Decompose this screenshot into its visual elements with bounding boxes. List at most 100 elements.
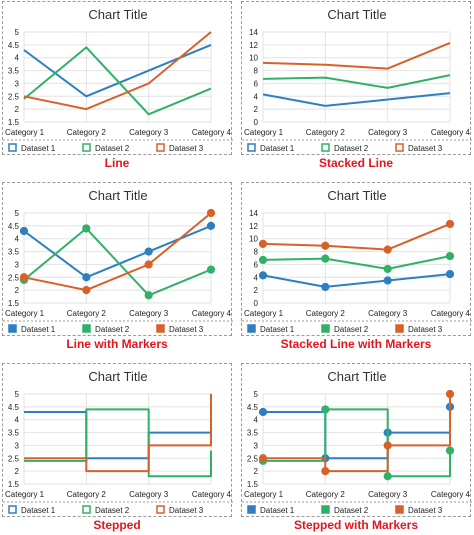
- legend-label: Dataset 2: [334, 506, 369, 515]
- data-point: [206, 221, 216, 230]
- series-line-1: [262, 273, 451, 288]
- series-line-3: [262, 222, 451, 251]
- y-tick-label: 12: [249, 222, 258, 231]
- chart-panel: Chart Title 1.5 2 2.5 3 3.5 4 4.5 5 Category 1 Cat…: [2, 182, 233, 336]
- legend-swatch: [156, 324, 165, 333]
- y-tick-label: 4: [15, 235, 20, 244]
- legend-label: Dataset 2: [334, 325, 369, 334]
- series-line-3: [262, 41, 451, 70]
- legend-label: Dataset 2: [334, 144, 369, 153]
- data-point: [206, 208, 216, 218]
- chart-title: Chart Title: [327, 369, 386, 384]
- y-tick-label: 2.5: [247, 454, 259, 463]
- data-point: [445, 219, 455, 229]
- x-tick-label: Category 1: [244, 309, 284, 318]
- legend-swatch: [8, 505, 17, 514]
- y-tick-label: 3: [15, 441, 20, 450]
- data-point: [383, 245, 392, 254]
- data-point: [144, 291, 153, 300]
- chart-svg: Chart Title 1.5 2 2.5 3 3.5 4 4.5 5 Category 1 Cat…: [242, 369, 472, 515]
- x-tick-label: Category 3: [129, 128, 169, 137]
- y-tick-label: 2: [15, 286, 20, 295]
- data-point: [82, 286, 91, 295]
- chart-panel: Chart Title 1.5 2 2.5 3 3.5 4 4.5 5 Category 1 Cat…: [2, 1, 233, 155]
- y-tick-label: 2: [15, 467, 20, 476]
- chart-panel: Chart Title 0 2 4 6 8 10 12 14 Category 1 Category…: [241, 1, 472, 155]
- x-tick-label: Category 3: [368, 128, 408, 137]
- legend-label: Dataset 2: [95, 325, 130, 334]
- legend-label: Dataset 1: [260, 325, 295, 334]
- data-point: [19, 273, 29, 282]
- data-point: [445, 251, 455, 261]
- data-point: [258, 239, 268, 248]
- legend-swatch: [156, 143, 165, 152]
- chart-svg: Chart Title 0 2 4 6 8 10 12 14 Category 1 Category…: [242, 7, 472, 153]
- x-tick-label: Category 1: [5, 128, 45, 137]
- chart-caption: Line: [104, 156, 130, 170]
- chart-caption: Line with Markers: [66, 337, 168, 351]
- chart-caption: Stacked Line: [318, 156, 394, 170]
- chart-panel: Chart Title 0 2 4 6 8 10 12 14 Category 1 Category…: [241, 182, 472, 336]
- legend-swatch: [395, 143, 404, 152]
- series-line-3: [23, 212, 212, 292]
- x-tick-label: Category 1: [5, 309, 45, 318]
- legend-swatch: [395, 324, 404, 333]
- legend-swatch: [8, 143, 17, 152]
- legend-label: Dataset 2: [95, 144, 130, 153]
- legend-swatch: [321, 324, 330, 333]
- x-tick-label: Category 4: [192, 309, 232, 318]
- legend-label: Dataset 3: [169, 325, 204, 334]
- series-line-3: [24, 394, 212, 473]
- y-tick-label: 1.5: [247, 480, 259, 489]
- x-tick-label: Category 4: [431, 309, 471, 318]
- data-point: [383, 264, 392, 274]
- y-tick-label: 2: [254, 286, 259, 295]
- x-tick-label: Category 2: [306, 128, 346, 137]
- series-line-3: [23, 31, 212, 111]
- data-point: [383, 472, 392, 481]
- legend-swatch: [8, 324, 17, 333]
- chart-title: Chart Title: [327, 188, 386, 203]
- data-point: [144, 260, 153, 269]
- legend-swatch: [321, 505, 330, 514]
- legend-label: Dataset 2: [95, 506, 130, 515]
- data-point: [144, 247, 153, 256]
- legend-swatch: [321, 143, 330, 152]
- legend-label: Dataset 1: [21, 325, 56, 334]
- legend-label: Dataset 3: [408, 144, 443, 153]
- data-point: [321, 254, 330, 263]
- chart-panel: Chart Title 1.5 2 2.5 3 3.5 4 4.5 5 Category 1 Cat…: [241, 363, 472, 517]
- legend-label: Dataset 1: [21, 144, 56, 153]
- data-point: [82, 224, 91, 233]
- x-tick-label: Category 2: [67, 128, 107, 137]
- legend-swatch: [247, 505, 256, 514]
- y-tick-label: 2.5: [8, 273, 20, 282]
- y-tick-label: 4: [254, 273, 259, 282]
- y-tick-label: 0: [254, 118, 259, 127]
- y-tick-label: 3: [15, 79, 20, 88]
- y-tick-label: 3.5: [8, 67, 20, 76]
- series-line-2: [262, 255, 451, 270]
- data-point: [445, 269, 455, 279]
- data-point: [445, 389, 455, 399]
- y-tick-label: 14: [249, 28, 258, 37]
- legend-swatch: [247, 143, 256, 152]
- chart-svg: Chart Title 1.5 2 2.5 3 3.5 4 4.5 5 Category 1 Cat…: [3, 369, 233, 515]
- data-point: [258, 454, 268, 463]
- x-tick-label: Category 2: [306, 309, 346, 318]
- y-tick-label: 2: [254, 467, 259, 476]
- x-tick-label: Category 3: [368, 490, 408, 499]
- legend-swatch: [82, 324, 91, 333]
- y-tick-label: 10: [249, 54, 258, 63]
- data-point: [445, 446, 455, 455]
- y-tick-label: 1.5: [8, 480, 20, 489]
- x-tick-label: Category 2: [306, 490, 346, 499]
- y-tick-label: 0: [254, 299, 259, 308]
- legend-swatch: [82, 143, 91, 152]
- chart-svg: Chart Title 1.5 2 2.5 3 3.5 4 4.5 5 Category 1 Cat…: [3, 7, 233, 153]
- legend-label: Dataset 3: [169, 144, 204, 153]
- y-tick-label: 4.5: [247, 403, 259, 412]
- chart-panel: Chart Title 1.5 2 2.5 3 3.5 4 4.5 5 Category 1 Cat…: [2, 363, 233, 517]
- y-tick-label: 2: [254, 105, 259, 114]
- y-tick-label: 5: [15, 390, 20, 399]
